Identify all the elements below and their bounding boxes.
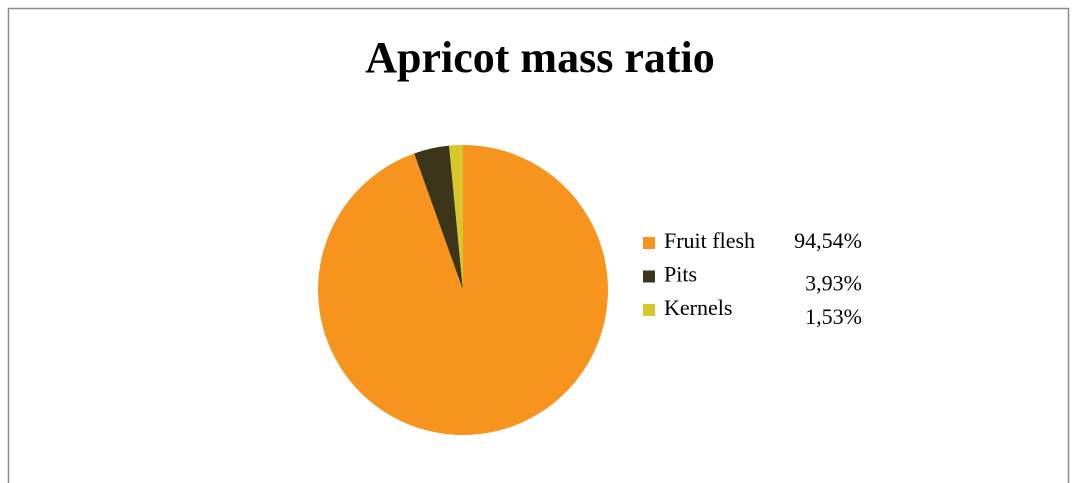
legend-label: Kernels (664, 295, 732, 320)
legend-swatch (643, 270, 655, 283)
pie-slice (318, 145, 608, 435)
value-label: 3,93% (805, 271, 862, 296)
legend-swatch (643, 304, 655, 316)
legend-swatch (643, 237, 655, 249)
chart-title: Apricot mass ratio (365, 33, 715, 82)
legend-label: Fruit flesh (664, 228, 755, 253)
pie-slice (414, 145, 463, 290)
legend-label: Pits (664, 262, 697, 287)
value-label: 94,54% (794, 228, 862, 253)
pie-slice (449, 145, 463, 290)
chart-frame (7, 7, 1070, 483)
value-label: 1,53% (805, 304, 862, 329)
